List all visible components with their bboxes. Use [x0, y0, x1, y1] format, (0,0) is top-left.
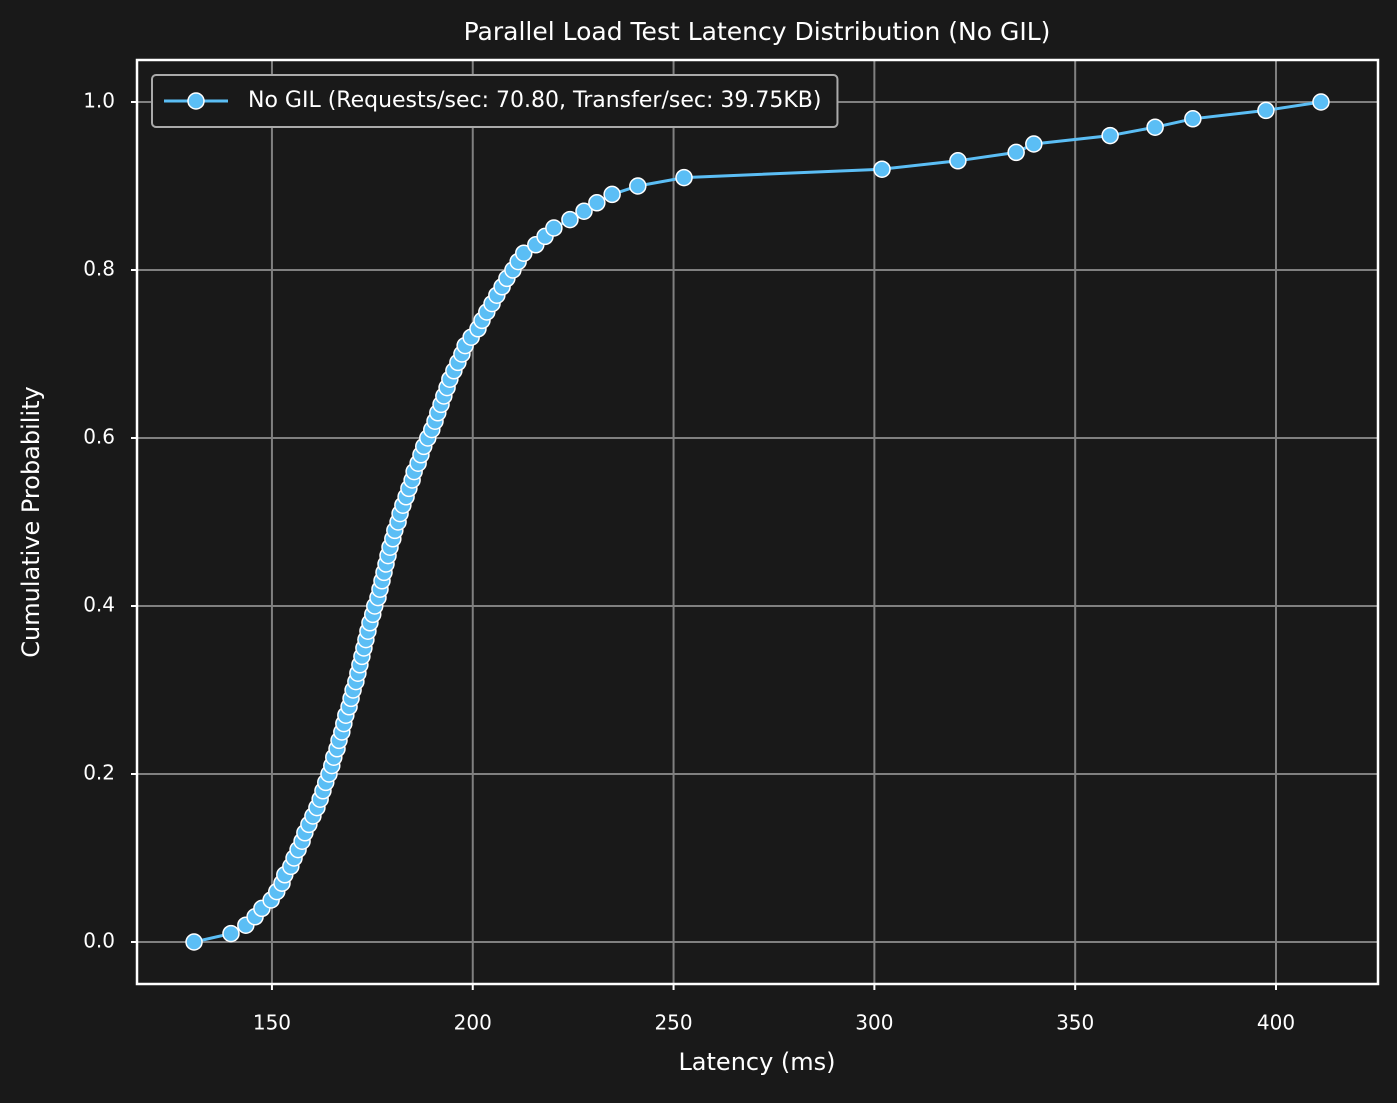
x-tick-label: 250 — [654, 1011, 692, 1035]
x-tick-label: 350 — [1056, 1011, 1094, 1035]
legend-box — [151, 74, 839, 128]
data-point — [222, 924, 240, 943]
x-tick-label: 200 — [454, 1011, 492, 1035]
plot-area: 150 200 250 300 350 400 0.0 0.2 0.4 0.6 0.8 1.0 No G… — [83, 58, 1380, 1035]
axes-frame — [135, 58, 1380, 986]
data-point — [1257, 101, 1275, 120]
data-point — [949, 152, 967, 170]
x-tick-label: 150 — [253, 1011, 291, 1035]
data-point — [1025, 135, 1043, 153]
data-point — [545, 219, 563, 237]
data-point — [1184, 110, 1202, 128]
data-point — [575, 202, 593, 220]
data-point — [873, 160, 891, 178]
data-point — [1146, 118, 1164, 136]
x-axis-label: Latency (ms) — [678, 1048, 835, 1076]
y-tick-label: 1.0 — [83, 89, 115, 113]
data-point — [515, 244, 533, 262]
y-tick-label: 0.8 — [83, 257, 115, 281]
y-tick-label: 0.2 — [83, 761, 115, 785]
data-point — [629, 177, 647, 195]
legend-label: No GIL (Requests/sec: 70.80, Transfer/se… — [248, 88, 821, 113]
y-axis-label: Cumulative Probability — [17, 386, 45, 657]
legend-marker — [187, 92, 205, 110]
y-tick-label: 0.6 — [83, 425, 115, 449]
y-tick-label: 0.0 — [83, 929, 115, 953]
data-point — [1101, 126, 1119, 145]
data-point — [1312, 93, 1330, 111]
data-point — [1007, 143, 1025, 162]
legend: No GIL (Requests/sec: 70.80, Transfer/se… — [151, 74, 839, 128]
data-point — [561, 210, 579, 229]
data-point — [185, 933, 203, 951]
x-tick-label: 400 — [1257, 1011, 1295, 1035]
y-tick-label: 0.4 — [83, 593, 115, 617]
chart-title: Parallel Load Test Latency Distribution … — [464, 17, 1051, 46]
x-tick-label: 300 — [855, 1011, 893, 1035]
data-point — [603, 185, 621, 204]
data-point — [588, 194, 606, 212]
data-point — [675, 168, 693, 187]
